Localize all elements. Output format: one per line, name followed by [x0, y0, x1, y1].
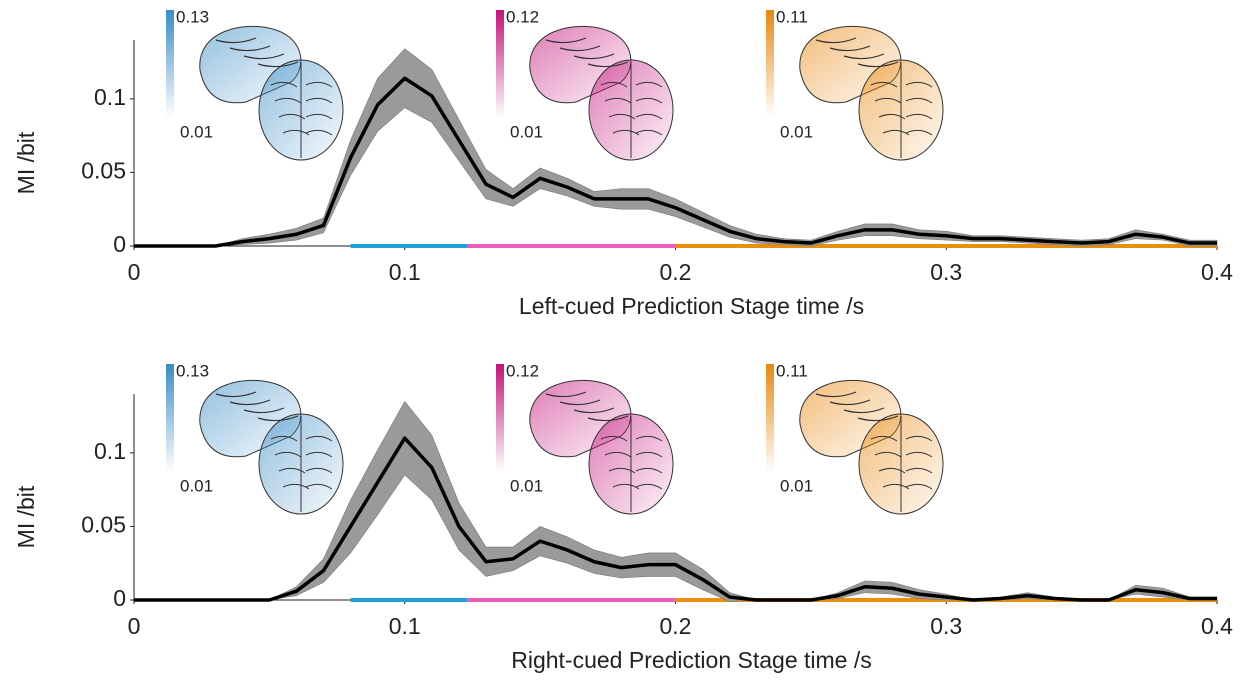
colorbar-min-label: 0.01	[180, 122, 213, 141]
colorbar-max-label: 0.11	[776, 361, 808, 380]
colorbar-max-label: 0.11	[776, 7, 808, 26]
colorbar-min-label: 0.01	[510, 122, 543, 141]
figure: 0 0.05 0.1 0 0.1 0.2 0.3 0.4 Left-cued Predictio…	[0, 0, 1241, 685]
x-axis-label: Right-cued Prediction Stage time /s	[511, 647, 872, 673]
y-tick-label: 0.05	[81, 158, 126, 184]
colorbar	[496, 364, 504, 472]
x-tick-label: 0.2	[660, 613, 692, 639]
colorbar	[166, 364, 174, 472]
x-tick-label: 0.1	[389, 259, 421, 285]
y-axis-label: MI /bit	[13, 485, 39, 548]
colorbar	[496, 10, 504, 118]
y-tick-label: 0	[113, 585, 126, 611]
y-tick-label: 0.1	[94, 84, 126, 110]
y-tick-label: 0	[113, 231, 126, 257]
colorbar	[766, 364, 774, 472]
y-axis-label: MI /bit	[13, 131, 39, 194]
colorbar	[166, 10, 174, 118]
colorbar-min-label: 0.01	[180, 476, 213, 495]
x-tick-label: 0.4	[1201, 259, 1233, 285]
x-tick-label: 0.3	[930, 259, 962, 285]
colorbar-max-label: 0.12	[506, 7, 539, 26]
x-tick-label: 0.4	[1201, 613, 1233, 639]
x-tick-label: 0.3	[930, 613, 962, 639]
x-tick-label: 0.1	[389, 613, 421, 639]
y-tick-label: 0.1	[94, 438, 126, 464]
colorbar-max-label: 0.12	[506, 361, 539, 380]
x-tick-label: 0	[128, 259, 141, 285]
x-axis-label: Left-cued Prediction Stage time /s	[519, 293, 864, 319]
colorbar	[766, 10, 774, 118]
x-tick-label: 0	[128, 613, 141, 639]
colorbar-min-label: 0.01	[780, 122, 813, 141]
colorbar-max-label: 0.13	[176, 361, 209, 380]
x-tick-label: 0.2	[660, 259, 692, 285]
colorbar-max-label: 0.13	[176, 7, 209, 26]
colorbar-min-label: 0.01	[510, 476, 543, 495]
colorbar-min-label: 0.01	[780, 476, 813, 495]
y-tick-label: 0.05	[81, 512, 126, 538]
